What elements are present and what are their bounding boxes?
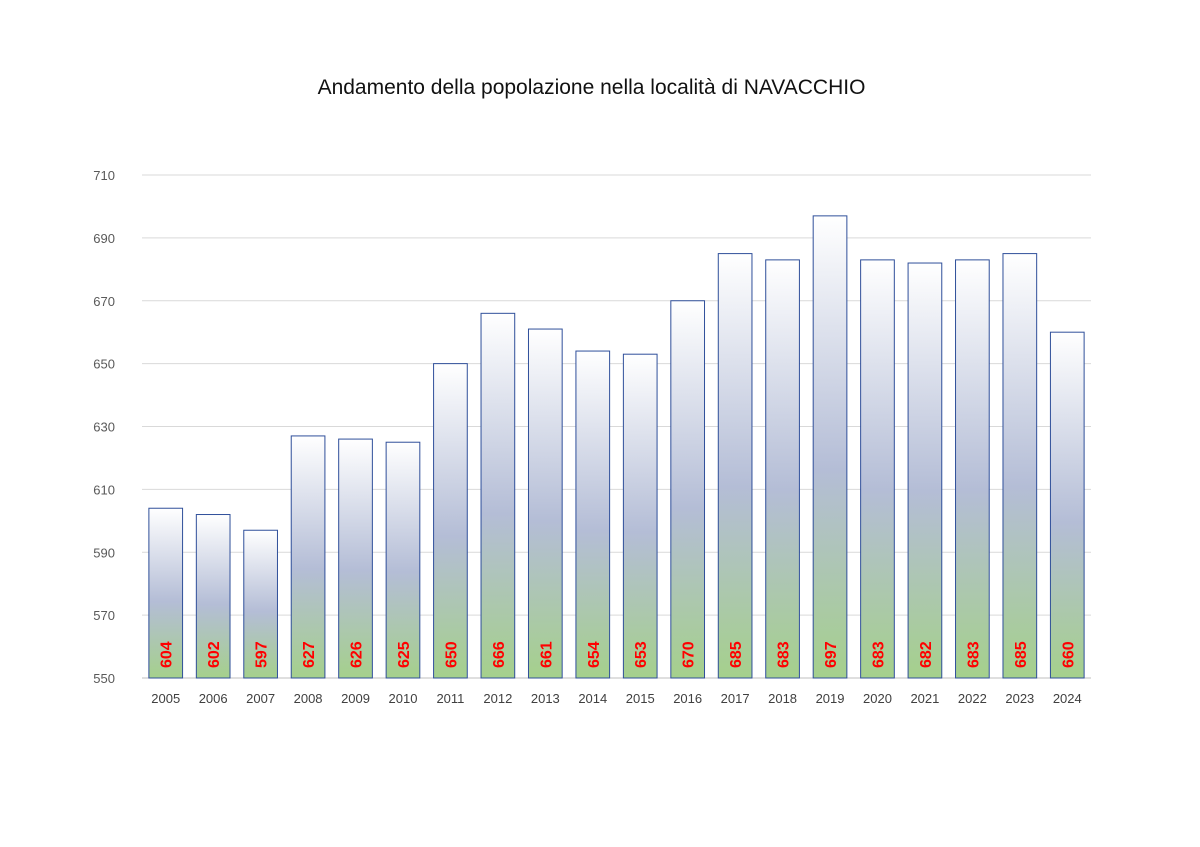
bar-2020 <box>860 259 895 679</box>
x-tick-label-2020: 2020 <box>863 691 892 706</box>
bar-2009 <box>338 438 373 679</box>
y-tick-label: 710 <box>93 168 115 183</box>
x-tick-label-2007: 2007 <box>246 691 275 706</box>
x-tick-label-2006: 2006 <box>199 691 228 706</box>
y-tick-label: 550 <box>93 671 115 686</box>
y-tick-label: 670 <box>93 294 115 309</box>
x-tick-label-2024: 2024 <box>1053 691 1082 706</box>
bar-2021 <box>907 262 943 679</box>
data-label-2015: 653 <box>633 641 650 668</box>
bar-2011 <box>433 363 468 679</box>
x-tick-label-2023: 2023 <box>1005 691 1034 706</box>
x-tick-label-2017: 2017 <box>721 691 750 706</box>
data-label-2009: 626 <box>349 641 366 668</box>
x-tick-label-2009: 2009 <box>341 691 370 706</box>
data-label-2017: 685 <box>728 641 745 668</box>
data-label-2010: 625 <box>396 641 413 668</box>
data-label-2022: 683 <box>965 641 982 668</box>
x-tick-label-2005: 2005 <box>151 691 180 706</box>
data-label-2014: 654 <box>586 641 603 668</box>
data-label-2021: 682 <box>918 641 935 668</box>
bar-2005 <box>148 507 184 679</box>
y-tick-label: 650 <box>93 357 115 372</box>
y-tick-label: 630 <box>93 420 115 435</box>
y-tick-label: 570 <box>93 608 115 623</box>
data-label-2007: 597 <box>254 641 271 668</box>
y-axis-ticks: 550 570 590 610 630 650 670 690 710 <box>93 168 115 686</box>
data-label-2008: 627 <box>301 641 318 668</box>
data-label-2020: 683 <box>870 641 887 668</box>
x-tick-label-2021: 2021 <box>910 691 939 706</box>
gridlines <box>142 174 1091 679</box>
bar-2014 <box>575 350 611 679</box>
data-label-2016: 670 <box>681 641 698 668</box>
chart-title: Andamento della popolazione nella locali… <box>317 76 866 99</box>
bar-2013 <box>527 328 563 679</box>
x-tick-label-2013: 2013 <box>531 691 560 706</box>
bar-2016 <box>670 300 706 679</box>
bar-2012 <box>480 312 516 679</box>
bar-2010 <box>385 441 421 679</box>
data-label-2024: 660 <box>1060 641 1077 668</box>
bar-2022 <box>955 259 990 679</box>
data-labels: 604 602 597 627 626 625 650 666 661 654 653 670 685 6… <box>159 641 1078 668</box>
bar-2007 <box>243 529 278 679</box>
x-tick-label-2014: 2014 <box>578 691 607 706</box>
x-tick-label-2010: 2010 <box>389 691 418 706</box>
y-tick-label: 610 <box>93 482 115 497</box>
bar-2019 <box>812 215 848 679</box>
bar-2018 <box>765 259 800 679</box>
data-label-2011: 650 <box>443 641 460 668</box>
x-tick-label-2008: 2008 <box>294 691 323 706</box>
bar-2024 <box>1049 331 1085 679</box>
x-tick-label-2016: 2016 <box>673 691 702 706</box>
data-label-2013: 661 <box>538 641 555 668</box>
data-label-2006: 602 <box>206 641 223 668</box>
bar-2023 <box>1002 253 1038 679</box>
x-tick-label-2012: 2012 <box>483 691 512 706</box>
bar-2008 <box>290 435 326 679</box>
x-tick-label-2015: 2015 <box>626 691 655 706</box>
bar-2015 <box>622 353 658 679</box>
data-label-2018: 683 <box>776 641 793 668</box>
y-tick-label: 590 <box>93 545 115 560</box>
data-label-2005: 604 <box>159 641 176 668</box>
bar-2006 <box>195 514 231 679</box>
x-tick-label-2011: 2011 <box>436 691 464 706</box>
x-tick-label-2019: 2019 <box>816 691 845 706</box>
y-tick-label: 690 <box>93 231 115 246</box>
bars <box>148 215 1085 679</box>
data-label-2019: 697 <box>823 641 840 668</box>
x-tick-label-2018: 2018 <box>768 691 797 706</box>
data-label-2023: 685 <box>1013 641 1030 668</box>
x-axis-ticks: 2005 2006 2007 2008 2009 2010 2011 2012 2013 2014… <box>151 691 1081 706</box>
x-tick-label-2022: 2022 <box>958 691 987 706</box>
data-label-2012: 666 <box>491 641 508 668</box>
bar-2017 <box>717 253 753 679</box>
